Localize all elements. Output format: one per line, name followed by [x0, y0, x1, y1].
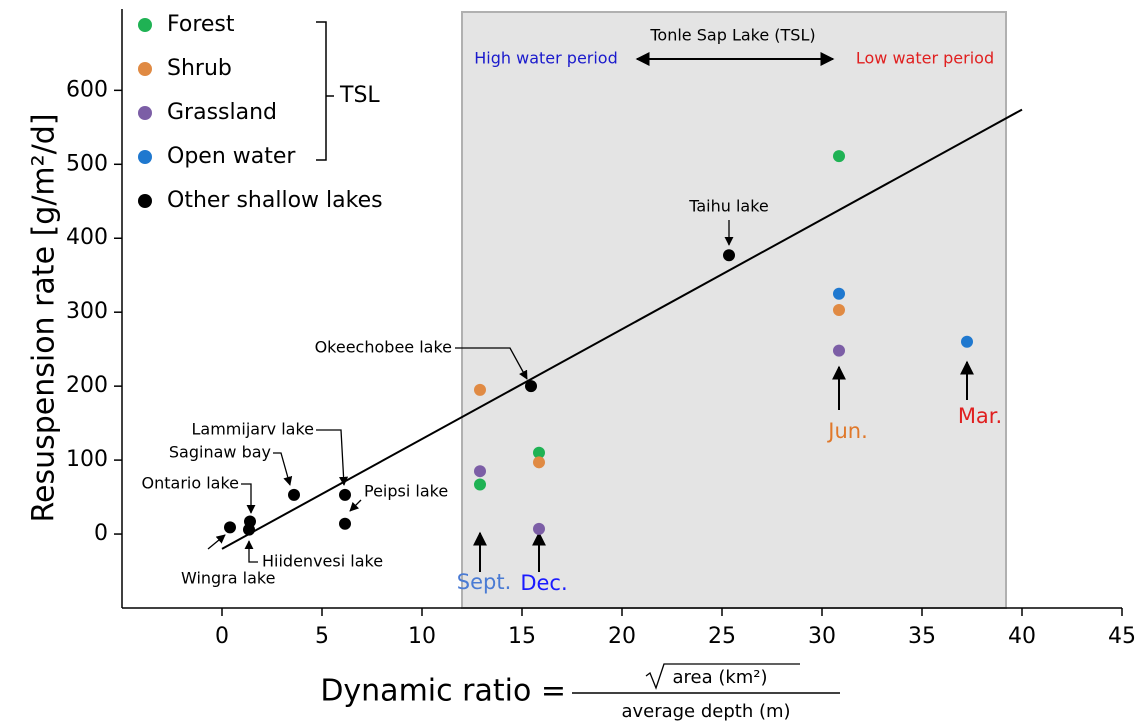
- data-point: [474, 465, 486, 478]
- data-point: [339, 517, 351, 530]
- data-point: [723, 249, 735, 262]
- point-label: Saginaw bay: [169, 443, 271, 462]
- point-label: Ontario lake: [142, 474, 240, 493]
- data-point: [224, 521, 236, 534]
- x-tick-label: 35: [908, 624, 936, 649]
- data-point: [833, 344, 845, 357]
- period-title: Tonle Sap Lake (TSL): [649, 26, 815, 45]
- data-point: [339, 488, 351, 501]
- y-tick-label: 300: [66, 299, 108, 324]
- x-tick-label: 45: [1108, 624, 1136, 649]
- data-point: [833, 303, 845, 316]
- callout-arrow: [244, 540, 258, 563]
- legend-label: Open water: [167, 144, 296, 169]
- legend-marker: [138, 62, 152, 76]
- x-tick-label: 5: [315, 624, 329, 649]
- data-point: [533, 522, 545, 535]
- y-tick-label: 0: [94, 521, 108, 546]
- callout-arrow: [316, 429, 349, 486]
- data-point: [244, 515, 256, 528]
- month-label: Dec.: [520, 571, 567, 595]
- legend-group-label: TSL: [339, 83, 380, 108]
- legend-label: Grassland: [167, 100, 277, 125]
- high-water-label: High water period: [474, 49, 618, 68]
- point-label: Wingra lake: [181, 569, 275, 588]
- legend-marker: [138, 18, 152, 32]
- x-axis-title: Dynamic ratio =: [320, 674, 566, 709]
- data-point: [288, 488, 300, 501]
- x-tick-label: 25: [708, 624, 736, 649]
- data-point: [525, 380, 537, 393]
- y-tick-label: 200: [66, 373, 108, 398]
- x-axis-numerator: area (km²): [672, 667, 767, 688]
- point-label: Lammijarv lake: [191, 420, 314, 439]
- data-point: [961, 335, 973, 348]
- sqrt-sign: [645, 663, 800, 690]
- y-tick-label: 500: [66, 151, 108, 176]
- x-tick-label: 40: [1008, 624, 1036, 649]
- month-label: Mar.: [958, 404, 1002, 428]
- point-label: Peipsi lake: [364, 482, 448, 501]
- trend-line: [221, 108, 1023, 550]
- y-tick-label: 100: [66, 447, 108, 472]
- low-water-label: Low water period: [856, 49, 994, 68]
- data-point: [833, 150, 845, 163]
- callout-arrow: [273, 452, 293, 486]
- data-point: [474, 383, 486, 396]
- x-tick-label: 15: [508, 624, 536, 649]
- y-tick-label: 400: [66, 225, 108, 250]
- legend-label: Forest: [167, 12, 235, 37]
- callout-arrow: [241, 483, 256, 514]
- legend-label: Shrub: [167, 56, 232, 81]
- legend-marker: [138, 106, 152, 120]
- legend-marker: [138, 194, 152, 208]
- data-point: [833, 287, 845, 300]
- x-tick-label: 20: [608, 624, 636, 649]
- month-label: Jun.: [826, 419, 868, 443]
- x-tick-label: 0: [215, 624, 229, 649]
- callout-arrow: [455, 347, 528, 380]
- legend-label: Other shallow lakes: [167, 188, 383, 213]
- callout-arrow: [207, 534, 226, 550]
- y-axis-title: Resuspension rate [g/m²/d]: [27, 113, 62, 522]
- data-point: [533, 456, 545, 469]
- legend-marker: [138, 150, 152, 164]
- shaded-region: [461, 11, 1007, 609]
- callout-arrow: [349, 499, 362, 512]
- point-label: Hiidenvesi lake: [262, 552, 383, 571]
- data-point: [474, 478, 486, 491]
- legend-bracket: [316, 21, 334, 161]
- point-label: Taihu lake: [688, 197, 769, 216]
- x-axis-denominator: average depth (m): [621, 701, 790, 722]
- x-tick-label: 10: [408, 624, 436, 649]
- data-point: [533, 446, 545, 459]
- point-label: Okeechobee lake: [315, 338, 452, 357]
- x-tick-label: 30: [808, 624, 836, 649]
- y-tick-label: 600: [66, 77, 108, 102]
- month-label: Sept.: [457, 570, 512, 594]
